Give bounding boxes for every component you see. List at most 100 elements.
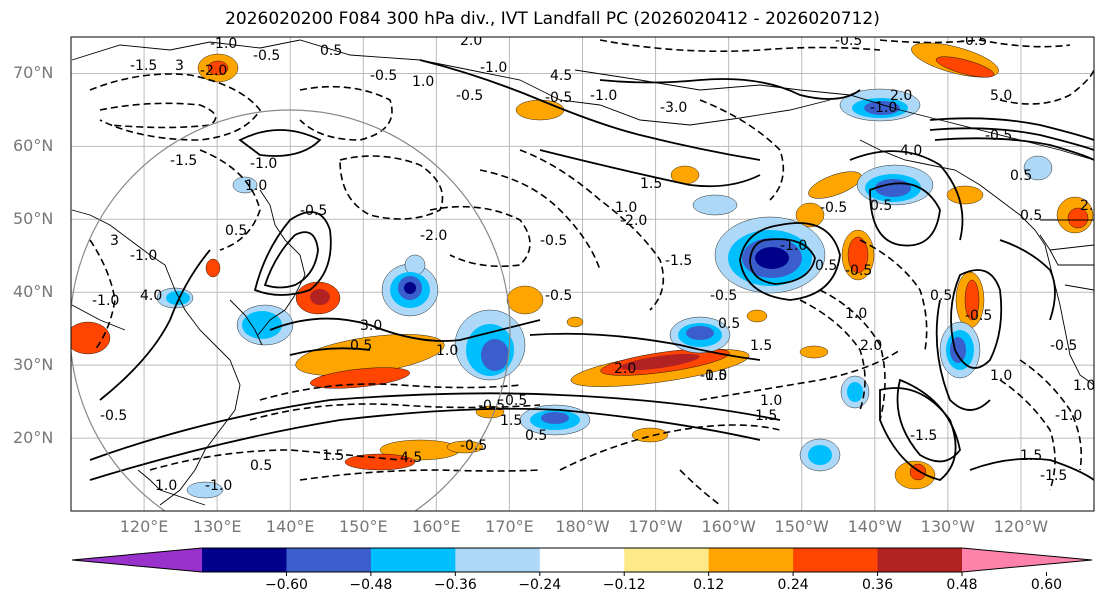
contour-label: 1.0 — [760, 393, 782, 409]
contour-label: 4.0 — [140, 288, 162, 304]
contour-label: 1.5 — [640, 176, 662, 192]
contour-label: 3.0 — [360, 318, 382, 334]
lon-tick-label: 140°W — [847, 517, 902, 536]
lat-tick-label: 50°N — [13, 209, 54, 229]
contour-label: -1.0 — [210, 36, 237, 52]
div-shading — [71, 42, 1094, 499]
colorbar-segment — [370, 548, 456, 572]
lon-tick-label: 170°W — [628, 517, 683, 536]
contour-label: 2.0 — [890, 88, 912, 104]
contour-label: -0.5 — [253, 48, 280, 64]
colorbar-tick-label: −0.24 — [518, 577, 562, 593]
contour-label: 0.5 — [525, 428, 547, 444]
contour-label: -1.0 — [1055, 408, 1082, 424]
contour-label: -1.5 — [1040, 468, 1067, 484]
contour-label: 2.0 — [460, 33, 482, 49]
lon-tick-label: 130°E — [192, 517, 242, 536]
positive-div-shading-darkred — [310, 289, 700, 371]
contour-label: 1.5 — [1020, 448, 1042, 464]
colorbar-segment — [539, 548, 625, 572]
colorbar-outline — [71, 547, 1093, 573]
div-contours-solid — [89, 59, 1094, 481]
lon-tick-label: 140°E — [265, 517, 315, 536]
contour-label: -2.0 — [200, 63, 227, 79]
contour-label: -0.5 — [545, 90, 572, 106]
contour-label: -1.5 — [170, 153, 197, 169]
contour-label: -0.5 — [456, 88, 483, 104]
contour-label: -0.5 — [545, 288, 572, 304]
contour-label: -3.0 — [660, 100, 687, 116]
contour-label: 1.0 — [412, 74, 434, 90]
contour-label: -0.5 — [300, 203, 327, 219]
lon-tick-label: 120°W — [993, 517, 1049, 536]
colorbar-segment — [624, 548, 710, 572]
gridlines — [71, 37, 1094, 511]
contour-label: 1.5 — [322, 448, 344, 464]
contour-label: 2.0 — [1080, 198, 1102, 214]
contour-label: -1.0 — [780, 238, 807, 254]
contour-label: -0.5 — [540, 233, 567, 249]
lon-tick-label: 160°W — [701, 517, 756, 536]
lon-tick-label: 130°W — [920, 517, 976, 536]
contour-label: -1.5 — [130, 58, 157, 74]
contour-label: -0.5 — [985, 128, 1012, 144]
contour-label: -2.0 — [420, 228, 447, 244]
contour-label: -1.5 — [665, 253, 692, 269]
colorbar — [71, 547, 1093, 576]
contour-label: 1.5 — [755, 408, 777, 424]
contour-label: 0.5 — [718, 316, 740, 332]
contour-label: -0.5 — [478, 398, 505, 414]
lon-tick-label: 160°E — [412, 517, 461, 536]
contour-label: 3 — [110, 233, 119, 249]
lat-tick-label: 60°N — [13, 136, 54, 156]
map-title: 2026020200 F084 300 hPa div., IVT Landfa… — [225, 9, 880, 29]
colorbar-tick-label: −0.60 — [264, 577, 308, 593]
contour-label: 1.0 — [155, 478, 177, 494]
contour-label: 0.5 — [870, 198, 892, 214]
contour-label: 1.0 — [845, 306, 867, 322]
contour-label: 2.0 — [860, 338, 882, 354]
contour-label: -0.5 — [710, 288, 737, 304]
colorbar-segment — [877, 548, 963, 572]
contour-label: 0.5 — [815, 258, 837, 274]
contour-label: 4.5 — [550, 68, 572, 84]
contour-label: 5.0 — [990, 88, 1012, 104]
contour-label: 2.0 — [614, 361, 636, 377]
contour-label: 0.5 — [1010, 168, 1032, 184]
contour-label: -1.0 — [250, 156, 277, 172]
contour-label: -0.5 — [960, 33, 987, 49]
colorbar-segment — [455, 548, 541, 572]
contour-label: 1.0 — [245, 178, 267, 194]
ipc-region-circle — [71, 109, 511, 511]
colorbar-tick-label: −0.36 — [433, 577, 477, 593]
contour-label: 4.5 — [400, 450, 422, 466]
contour-label: -1.0 — [205, 478, 232, 494]
contour-label: 0.5 — [225, 223, 247, 239]
colorbar-segment — [793, 548, 879, 572]
colorbar-tick-label: 0.60 — [1030, 577, 1063, 593]
contour-label: -0.5 — [965, 308, 992, 324]
contour-label: -1.0 — [92, 293, 119, 309]
contour-label: 0.5 — [320, 43, 342, 59]
lon-tick-label: 120°E — [119, 517, 169, 536]
div-contours-dashed — [89, 39, 1094, 506]
colorbar-tick-label: 0.36 — [861, 577, 894, 593]
colorbar-tick-label: −0.12 — [602, 577, 646, 593]
contour-label: -1.0 — [870, 100, 897, 116]
contour-label: 0.5 — [930, 288, 952, 304]
contour-label: -0.5 — [370, 68, 397, 84]
contour-label: 1.5 — [750, 338, 772, 354]
contour-label: 0.5 — [705, 368, 727, 384]
contour-label: 1.0 — [1073, 378, 1095, 394]
contour-label: -1.0 — [130, 248, 157, 264]
contour-label: -0.5 — [820, 200, 847, 216]
contour-label: -2.0 — [620, 213, 647, 229]
colorbar-tick-label: −0.48 — [349, 577, 393, 593]
colorbar-extend-high — [962, 548, 1092, 572]
contour-label: -0.5 — [100, 408, 127, 424]
contour-label: 0.5 — [505, 393, 527, 409]
contour-label: -0.5 — [460, 438, 487, 454]
lon-tick-label: 170°E — [485, 517, 534, 536]
lon-tick-label: 150°E — [338, 517, 388, 536]
contour-labels: -1.0-0.5 0.5-1.5 -2.0 -0.5 1.0-1.0-0.5-1.5 -1… — [92, 33, 1102, 494]
